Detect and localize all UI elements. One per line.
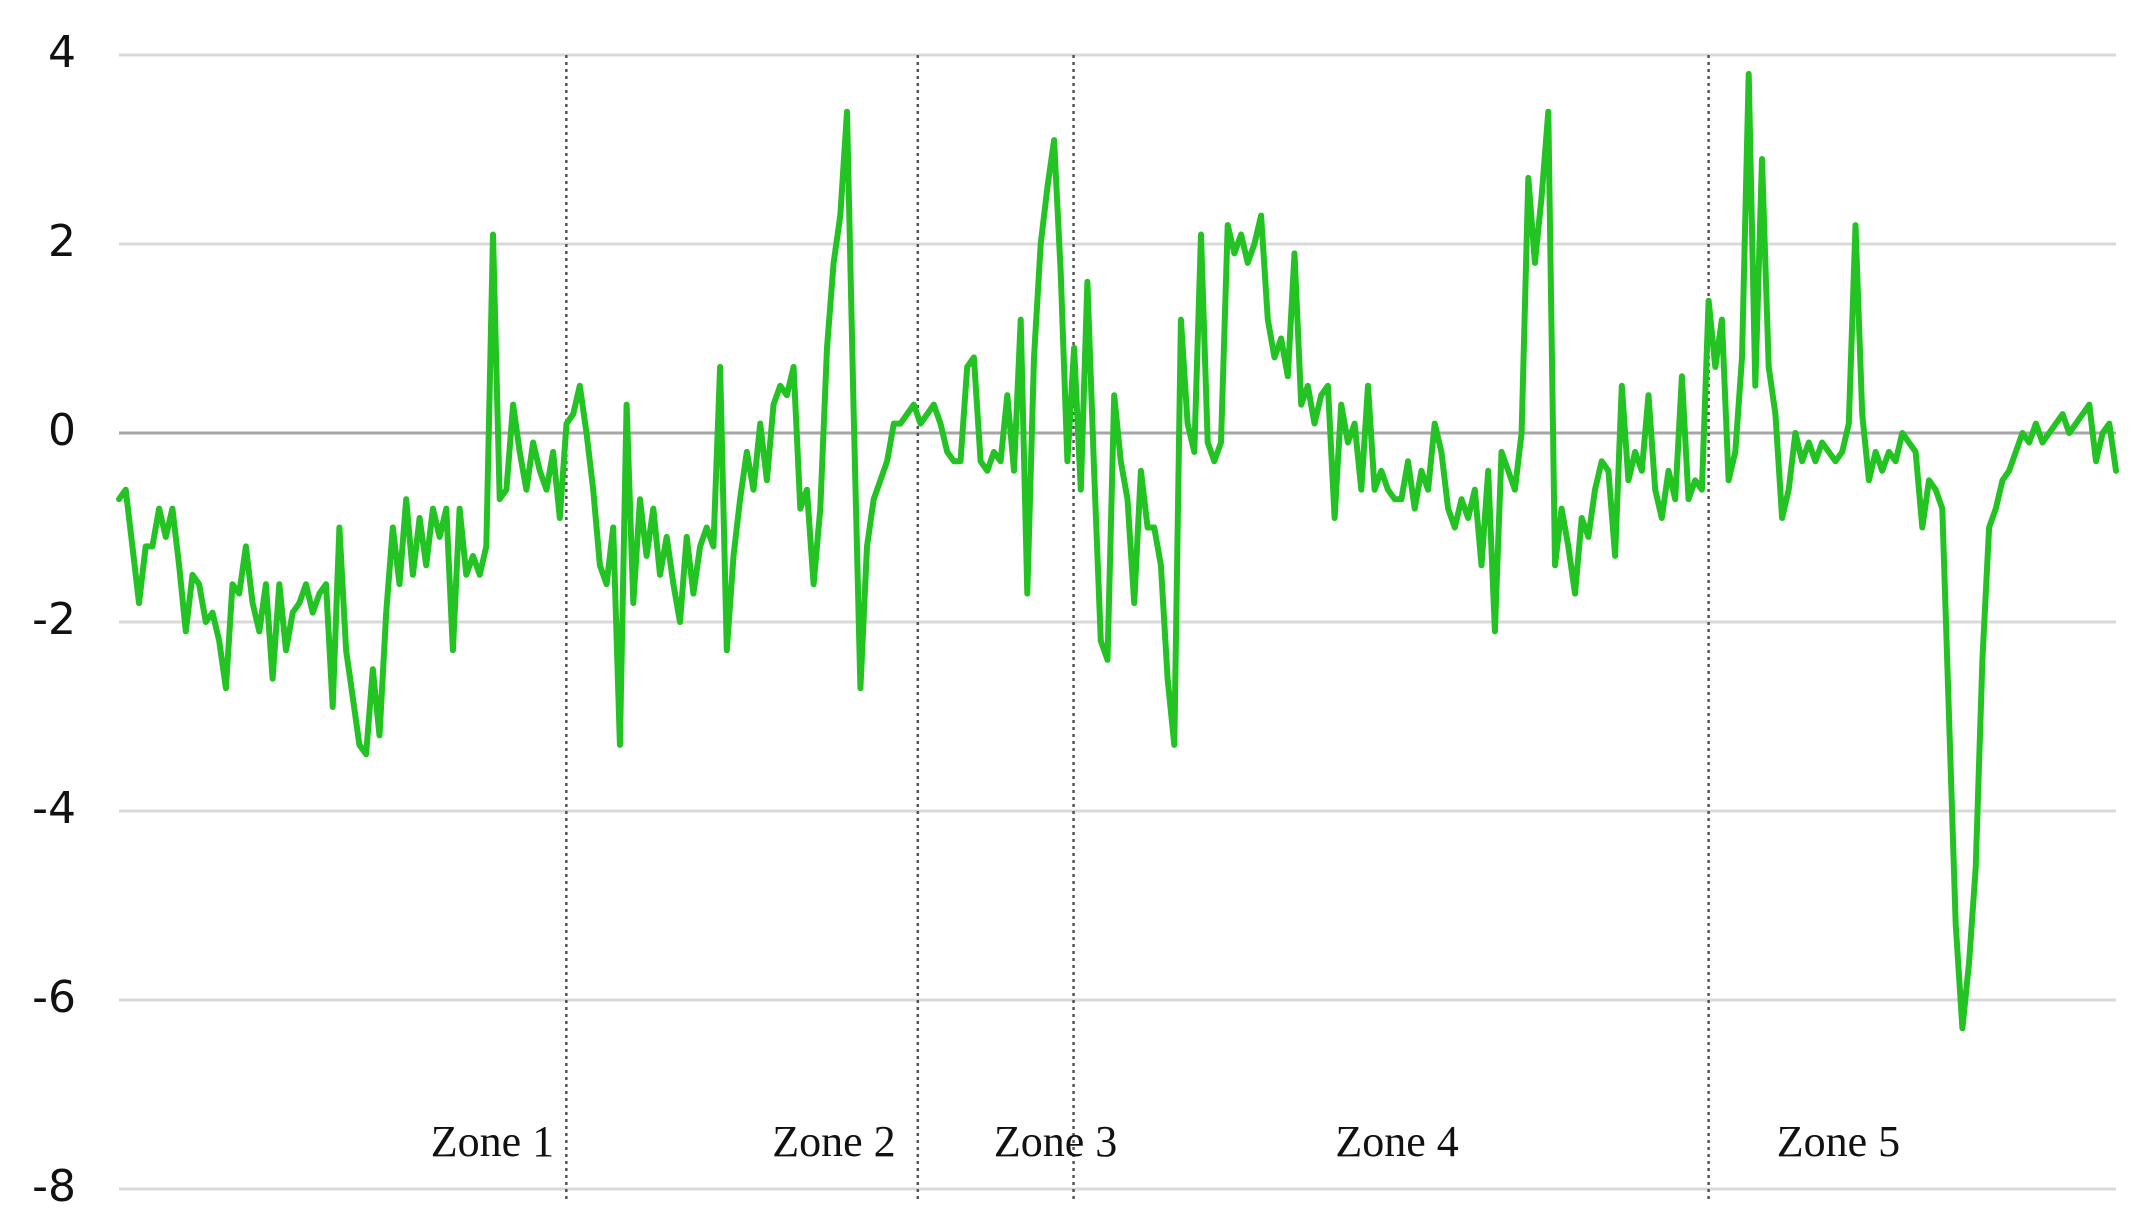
y-tick-label: -2 (32, 594, 76, 645)
y-tick-label: -4 (32, 783, 76, 834)
y-tick-label: -6 (32, 972, 76, 1023)
data-line (116, 70, 2119, 1032)
zone-label: Zone 2 (772, 1117, 895, 1166)
zone-label: Zone 5 (1777, 1117, 1900, 1166)
y-tick-label: 2 (48, 216, 76, 267)
zone-label: Zone 1 (431, 1117, 554, 1166)
y-tick-label: 4 (48, 27, 76, 78)
y-tick-label: -8 (32, 1161, 76, 1212)
y-tick-label: 0 (48, 405, 76, 456)
zone-label: Zone 4 (1335, 1117, 1458, 1166)
zone-label: Zone 3 (994, 1117, 1117, 1166)
